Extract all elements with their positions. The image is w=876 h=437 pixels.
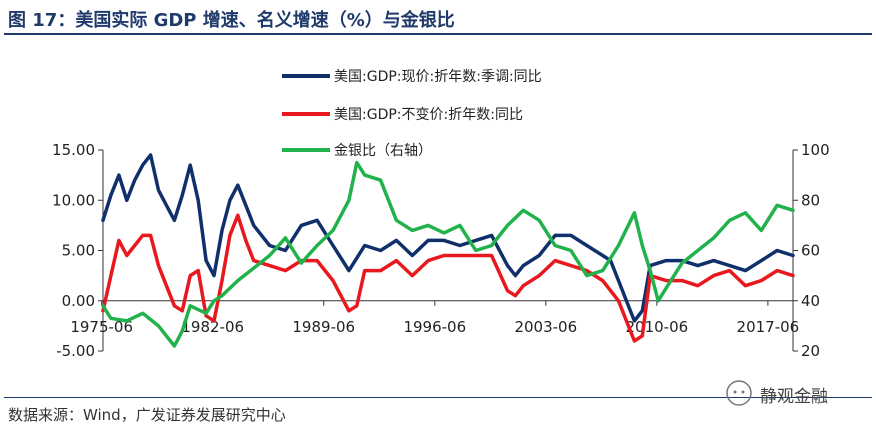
gold-silver-ratio-line	[101, 160, 795, 348]
x-tick-label: 1996-06	[403, 318, 466, 336]
x-tick-label: 2003-06	[514, 318, 577, 336]
y-right-tick-label: 40	[801, 292, 820, 310]
y-left-tick-label: 10.00	[52, 191, 95, 209]
x-tick-label: 1989-06	[292, 318, 355, 336]
legend-nominal-label: 美国:GDP:现价:折年数:季调:同比	[334, 69, 542, 85]
nominal-gdp-line	[101, 153, 795, 323]
footer-divider	[4, 397, 872, 398]
title-divider	[4, 33, 872, 35]
y-right-tick-label: 80	[801, 191, 820, 209]
title-bar: 图 17：美国实际 GDP 增速、名义增速（%）与金银比	[0, 0, 876, 36]
legend-ratio-label: 金银比（右轴）	[334, 143, 432, 159]
wechat-logo-icon	[726, 380, 752, 406]
y-right-tick-label: 100	[801, 141, 830, 159]
y-left-tick-label: 15.00	[52, 141, 95, 159]
page-title: 图 17：美国实际 GDP 增速、名义增速（%）与金银比	[8, 10, 455, 31]
x-tick-label: 1982-06	[181, 318, 244, 336]
source-note: 数据来源：Wind，广发证券发展研究中心	[8, 406, 286, 424]
watermark: 静观金融	[724, 378, 864, 408]
y-left-tick-label: -5.00	[56, 342, 95, 360]
x-tick-label: 2017-06	[737, 318, 800, 336]
real-gdp-line	[101, 213, 795, 343]
y-right-tick-label: 60	[801, 242, 820, 260]
watermark-text: 静观金融	[760, 387, 828, 407]
y-left-tick-label: 0.00	[62, 292, 95, 310]
y-left-tick-label: 5.00	[62, 242, 95, 260]
legend-real-label: 美国:GDP:不变价:折年数:同比	[334, 107, 523, 123]
x-tick-label: 1975-06	[70, 318, 133, 336]
y-right-tick-label: 20	[801, 342, 820, 360]
